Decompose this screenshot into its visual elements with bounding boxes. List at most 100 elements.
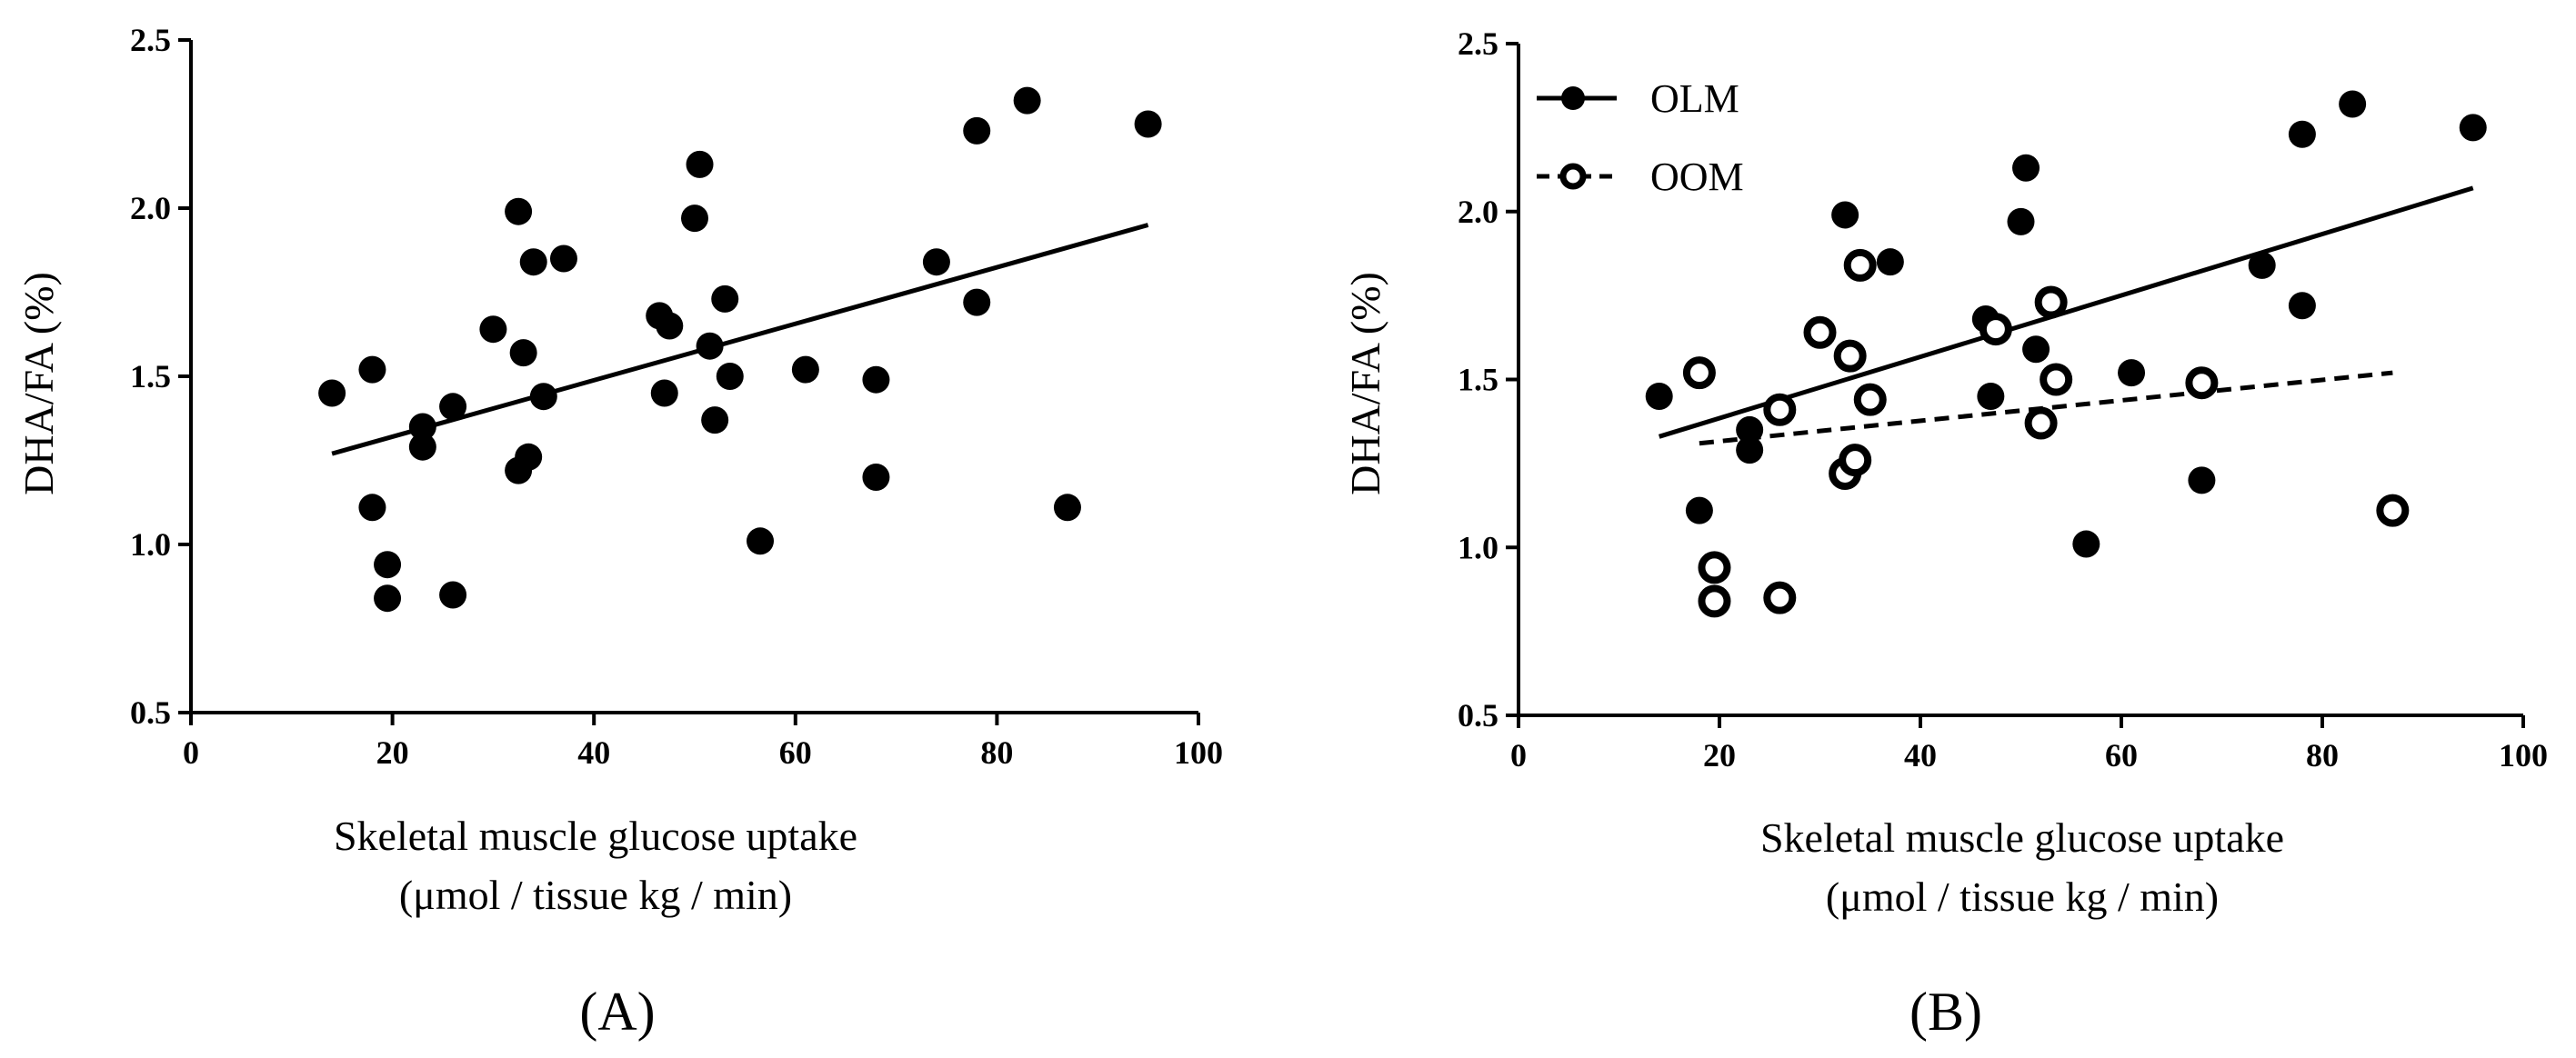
panel-b-point-olm	[2072, 530, 2100, 558]
panel-a-point-all	[318, 379, 346, 407]
panel-a-point-all	[963, 288, 991, 316]
legend-oom-label: OOM	[1650, 155, 1744, 199]
panel-b-point-olm	[1645, 382, 1673, 410]
panel-a-point-all	[519, 248, 547, 276]
panel-a-point-all	[656, 312, 684, 340]
panel-b-fit-line-oom	[1699, 370, 2393, 446]
panel-b-ylabel: DHA/FA (%)	[1342, 272, 1388, 495]
panel-b-point-olm	[1736, 415, 1764, 444]
panel-b-x-tick-label: 80	[2306, 737, 2339, 774]
panel-b-x-tick-label: 100	[2499, 737, 2548, 774]
panel-a-point-all	[922, 248, 950, 276]
panel-a-point-all	[509, 339, 537, 367]
panel-a-point-all	[1053, 494, 1081, 522]
panel-b-point-olm	[2188, 466, 2216, 494]
panel-a-y-tick-label: 1.0	[130, 526, 171, 563]
panel-b-point-olm	[1685, 496, 1713, 524]
panel-b-y-tick-label: 1.5	[1458, 362, 1498, 398]
panel-a-point-all	[515, 443, 543, 471]
panel-b-point-olm	[2012, 154, 2040, 182]
panel-a-point-all	[505, 197, 533, 225]
panel-a-xlabel-line1: Skeletal muscle glucose uptake	[334, 813, 857, 859]
panel-a-x-tick-label: 60	[779, 734, 812, 771]
panel-a-point-all	[358, 355, 386, 384]
panel-a-point-all	[374, 551, 402, 579]
panel-b-point-oom	[2040, 363, 2073, 396]
panel-b-point-oom	[2185, 366, 2219, 400]
panel-a-x-tick-label: 80	[980, 734, 1013, 771]
panel-b-point-olm	[2288, 120, 2316, 148]
panel-a-xlabel-line2: (μmol / tissue kg / min)	[399, 872, 792, 918]
panel-a-point-all	[529, 383, 557, 411]
panel-b-point-oom	[2034, 285, 2068, 319]
panel-b-point-oom	[1853, 383, 1887, 416]
panel-a-point-all	[862, 365, 890, 394]
panel-a-marks: 0.5 1.0 1.5 2.0 2.5 0 20 40 60 80 100	[130, 22, 1223, 771]
panel-b-x-tick-label: 60	[2105, 737, 2138, 774]
panel-a-point-all	[408, 433, 436, 461]
panel-a-point-all	[696, 332, 724, 360]
panel-b-x-tick-label: 40	[1904, 737, 1937, 774]
panel-b-point-oom	[1763, 393, 1797, 426]
panel-b-point-olm	[1977, 382, 2005, 410]
panel-a-y-tick-label: 2.5	[130, 22, 171, 58]
panel-a-point-all	[479, 315, 507, 344]
panel-b-label: (B)	[1909, 982, 1982, 1042]
legend: OLM OOM	[1537, 76, 1744, 199]
panel-b-point-oom	[1833, 339, 1867, 373]
panel-a-point-all	[681, 205, 708, 233]
panel-a-point-all	[374, 584, 402, 613]
panel-b-xlabel-line2: (μmol / tissue kg / min)	[1826, 873, 2219, 920]
panel-b-y-tick-label: 2.0	[1458, 194, 1498, 230]
legend-olm-marker	[1561, 86, 1585, 110]
panel-b-point-oom	[1803, 315, 1837, 349]
panel-b-xlabel-line1: Skeletal muscle glucose uptake	[1760, 814, 2284, 861]
panel-a-point-all	[747, 527, 775, 555]
panel-b-fit-line-olm	[1658, 185, 2474, 439]
panel-b-y-tick-label: 2.5	[1458, 25, 1498, 62]
panel-b-point-olm	[1831, 201, 1859, 229]
panel-a-point-all	[408, 413, 436, 441]
panel-a-x-tick-label: 40	[577, 734, 610, 771]
panel-a-y-tick-label: 0.5	[130, 694, 171, 731]
panel-b-point-oom	[2376, 494, 2410, 527]
panel-b-marks: 0.5 1.0 1.5 2.0 2.5 0 20 40 60 80 100	[1458, 25, 2548, 774]
panel-a-point-all	[439, 581, 467, 609]
panel-b-point-olm	[2022, 335, 2050, 364]
panel-a-point-all	[963, 116, 991, 145]
panel-b-point-olm	[2288, 292, 2316, 320]
panel-a-x-tick-label: 20	[376, 734, 409, 771]
panel-b-point-oom	[1843, 248, 1877, 282]
panel-a-point-all	[358, 494, 386, 522]
panel-b-point-olm	[2339, 90, 2367, 118]
panel-b-point-oom	[1682, 356, 1716, 390]
panel-b-point-olm	[2248, 251, 2276, 279]
panel-a-point-all	[650, 379, 678, 407]
panel-a-x-tick-label: 0	[183, 734, 199, 771]
panel-b-point-oom	[1698, 584, 1731, 618]
panel-a-point-all	[791, 355, 819, 384]
panel-b-point-oom	[1698, 551, 1731, 584]
panel-a: 0.5 1.0 1.5 2.0 2.5 0 20 40 60 80 100 DHA/FA (%) S…	[15, 22, 1223, 1042]
panel-a-point-all	[686, 150, 714, 178]
panel-a-ylabel: DHA/FA (%)	[15, 272, 62, 495]
panel-b: 0.5 1.0 1.5 2.0 2.5 0 20 40 60 80 100 DHA/FA (%) S…	[1342, 25, 2548, 1042]
panel-b-point-oom	[2024, 406, 2058, 440]
legend-oom-marker	[1559, 163, 1587, 190]
panel-a-y-tick-label: 1.5	[130, 358, 171, 394]
panel-b-point-olm	[2007, 207, 2035, 235]
panel-a-point-all	[549, 245, 577, 273]
panel-a-point-all	[711, 284, 739, 313]
legend-olm-label: OLM	[1650, 76, 1739, 121]
panel-a-point-all	[862, 464, 890, 491]
panel-b-point-olm	[1876, 248, 1904, 276]
panel-b-y-tick-label: 1.0	[1458, 529, 1498, 565]
panel-b-point-olm	[2459, 114, 2487, 142]
panel-a-point-all	[701, 406, 729, 434]
panel-b-x-tick-label: 20	[1703, 737, 1736, 774]
panel-a-point-all	[1013, 86, 1041, 115]
panel-a-point-all	[439, 393, 467, 421]
panel-a-y-tick-label: 2.0	[130, 190, 171, 226]
panel-a-point-all	[1134, 110, 1162, 138]
